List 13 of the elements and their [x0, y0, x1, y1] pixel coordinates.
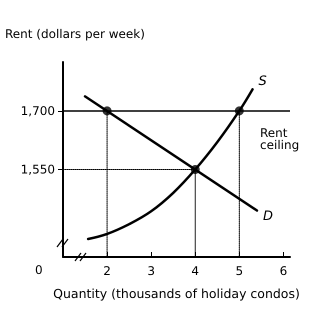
x-tick-label: 3 — [147, 264, 155, 278]
y-tick-label: 1,700 — [20, 104, 55, 118]
x-tick-label: 5 — [235, 264, 244, 278]
series-label: D — [262, 208, 273, 224]
x-tick-label: 4 — [191, 264, 200, 278]
series-label: S — [258, 74, 267, 89]
y-tick-label: 1,550 — [20, 162, 55, 176]
x-tick-label: 6 — [280, 264, 288, 278]
text: 0 — [35, 263, 43, 277]
y-axis-title: Rent (dollars per week) — [5, 27, 145, 41]
ref-line-label: Rent ceiling — [260, 126, 300, 152]
x-axis-title: Quantity (thousands of holiday condos) — [53, 286, 300, 301]
x-tick-label: 2 — [103, 264, 111, 278]
